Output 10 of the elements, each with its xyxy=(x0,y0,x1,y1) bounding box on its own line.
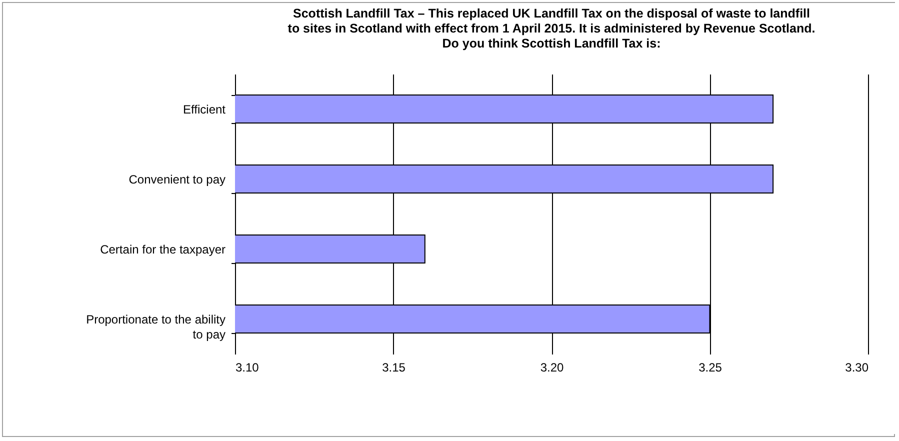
y-tick-label: Certain for the taxpayer xyxy=(100,242,226,256)
x-tick-label: 3.10 xyxy=(236,360,260,374)
y-tick-label: Efficient xyxy=(183,102,226,116)
y-tick-label: Proportionate to the ability to pay xyxy=(86,312,226,342)
y-tick-label: Convenient to pay xyxy=(128,172,226,186)
x-tick-label: 3.20 xyxy=(540,360,564,374)
x-tick-label: 3.25 xyxy=(698,360,722,374)
chart-title: Scottish Landfill Tax – This replaced UK Landfill Tax on the disposal of waste to landfill to sites in Scotland with effect from 1 April 2015. It is administered by Revenue Scotland. Do you think Scottish Landfill Tax is: xyxy=(288,6,816,50)
x-tick-label: 3.15 xyxy=(382,360,406,374)
x-tick-label: 3.30 xyxy=(845,360,869,374)
